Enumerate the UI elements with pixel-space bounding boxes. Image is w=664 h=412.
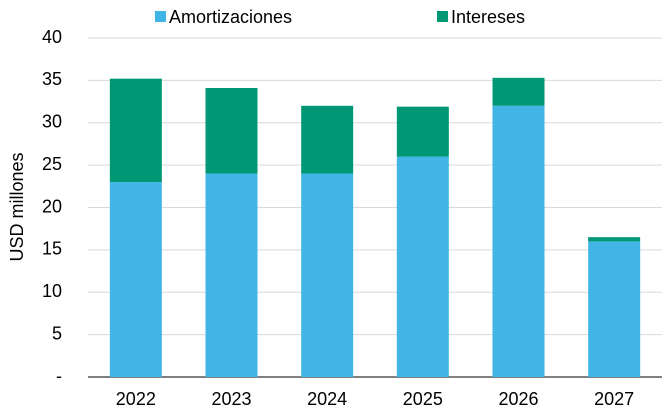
bar-segment bbox=[205, 173, 258, 377]
bar-segment bbox=[588, 241, 641, 377]
y-tick-label: 15 bbox=[42, 239, 62, 259]
bar-segment bbox=[109, 78, 162, 183]
x-tick-label: 2024 bbox=[307, 389, 347, 409]
bar-segment bbox=[109, 182, 162, 377]
bar-segment bbox=[205, 88, 258, 174]
y-tick-label: 25 bbox=[42, 154, 62, 174]
bar-segment bbox=[301, 105, 354, 174]
x-tick-label: 2025 bbox=[403, 389, 443, 409]
y-tick-label: 35 bbox=[42, 69, 62, 89]
legend-swatch bbox=[155, 11, 166, 22]
legend-swatch bbox=[437, 11, 448, 22]
x-tick-label: 2026 bbox=[498, 389, 538, 409]
y-tick-label: - bbox=[56, 366, 62, 386]
x-tick-label: 2023 bbox=[211, 389, 251, 409]
bar-segment bbox=[492, 105, 545, 378]
bar-segment bbox=[396, 106, 449, 157]
bar-segment bbox=[492, 77, 545, 106]
x-tick-label: 2022 bbox=[116, 389, 156, 409]
y-axis-label: USD millones bbox=[7, 152, 27, 261]
y-tick-label: 10 bbox=[42, 281, 62, 301]
legend-label: Intereses bbox=[451, 7, 525, 27]
y-tick-label: 40 bbox=[42, 27, 62, 47]
y-tick-label: 30 bbox=[42, 112, 62, 132]
bar-segment bbox=[396, 156, 449, 377]
y-tick-label: 20 bbox=[42, 196, 62, 216]
y-tick-label: 5 bbox=[52, 323, 62, 343]
x-tick-label: 2027 bbox=[594, 389, 634, 409]
legend-label: Amortizaciones bbox=[169, 7, 292, 27]
bar-segment bbox=[588, 237, 641, 242]
bar-segment bbox=[301, 173, 354, 377]
